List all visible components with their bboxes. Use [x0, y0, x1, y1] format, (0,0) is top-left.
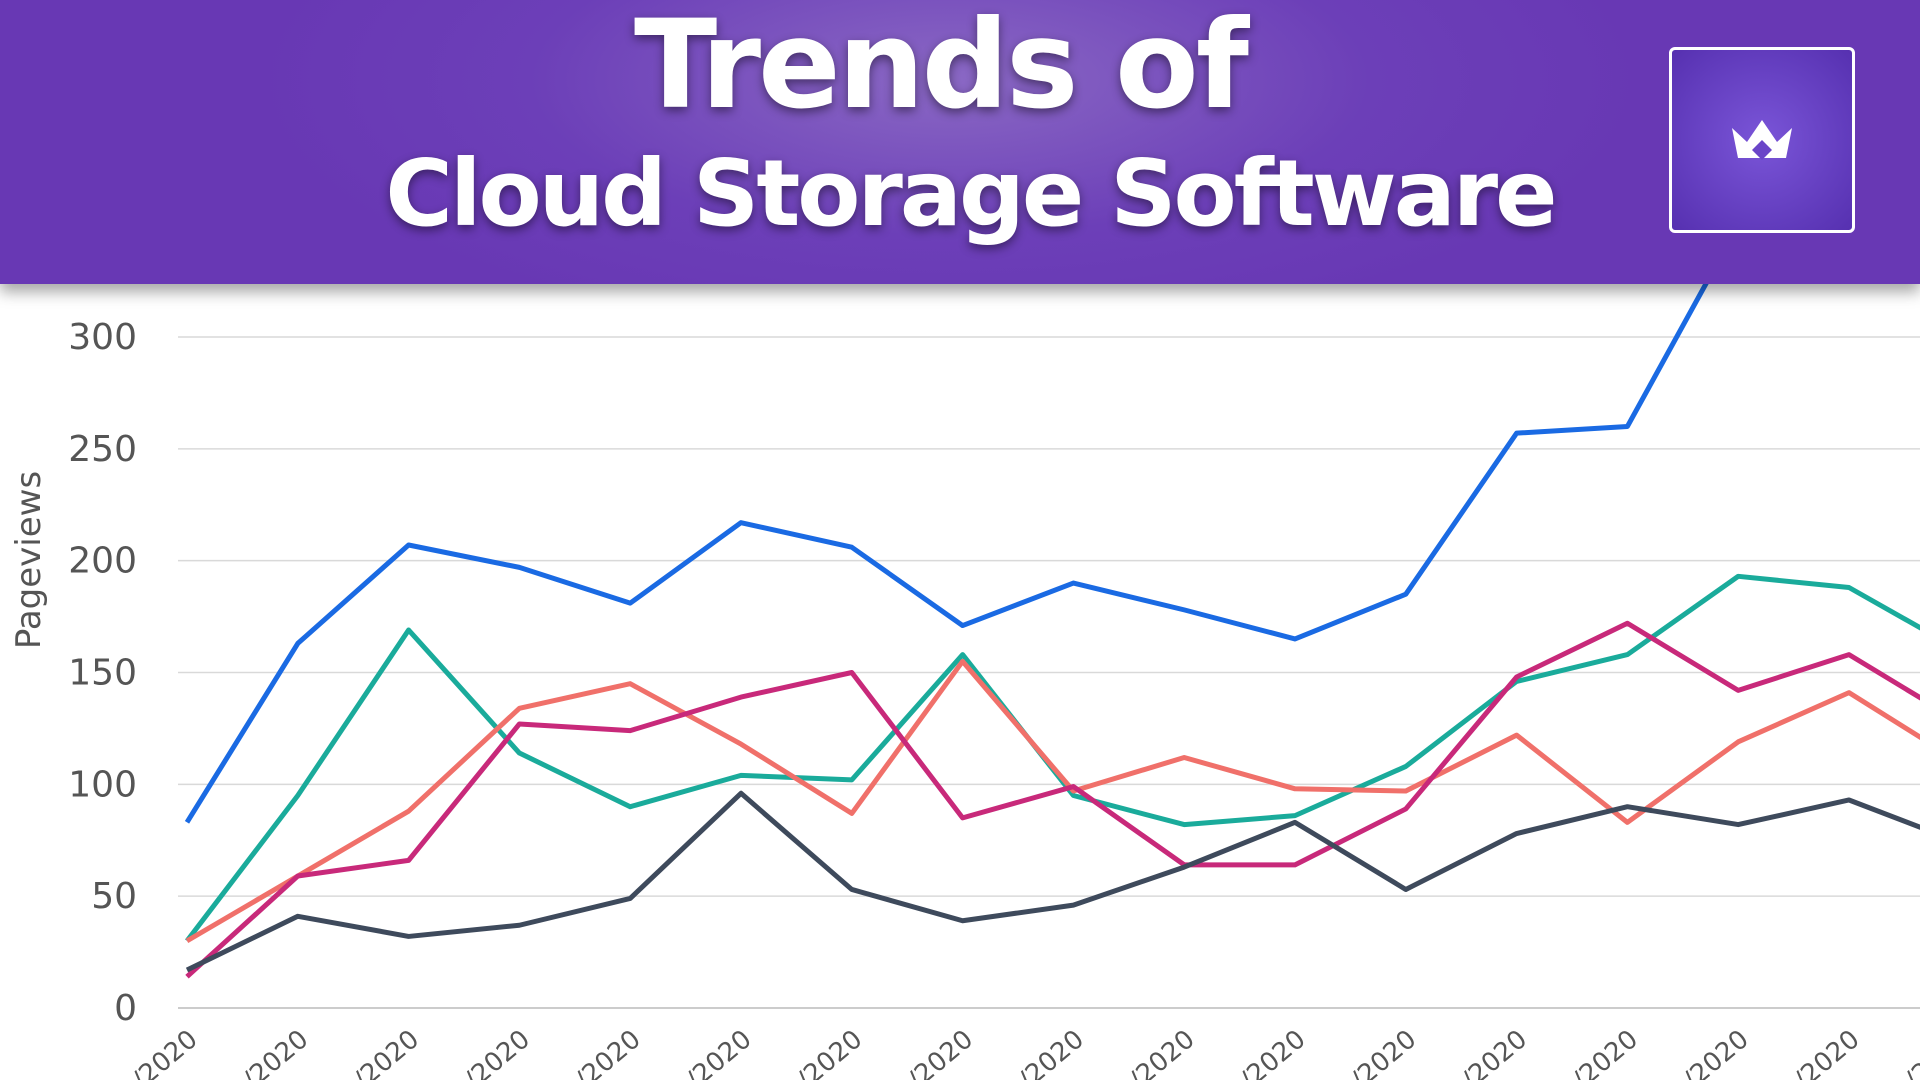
title-line1: Trends of [634, 0, 1249, 136]
x-tick-label: /2020 [1235, 1024, 1312, 1080]
series-line [185, 790, 1920, 973]
x-tick-label: /2020 [792, 1024, 869, 1080]
x-tick-label: /2020 [1900, 1024, 1920, 1080]
x-tick-label: /2020 [1678, 1024, 1755, 1080]
x-tick-label: /2020 [902, 1024, 979, 1080]
series-line [185, 573, 1920, 943]
x-tick-label: /2020 [1567, 1024, 1644, 1080]
crown [1732, 120, 1792, 158]
y-axis-label: Pageviews [9, 471, 49, 649]
y-tick-label: 200 [68, 541, 137, 582]
y-tick-label: 250 [68, 429, 137, 470]
x-tick-label: /2020 [1124, 1024, 1201, 1080]
series-line [185, 620, 1920, 979]
x-tick-label: /2020 [348, 1024, 425, 1080]
series-line [185, 658, 1920, 944]
x-tick-label: /2020 [459, 1024, 536, 1080]
crown-gem [1752, 140, 1772, 160]
logo [1669, 47, 1855, 233]
y-tick-label: 50 [91, 876, 137, 917]
y-tick-label: 0 [114, 988, 137, 1029]
x-tick-label: /2020 [238, 1024, 315, 1080]
logo-icon [1732, 120, 1792, 160]
y-tick-label: 100 [68, 764, 137, 805]
x-tick-label: /2020 [570, 1024, 647, 1080]
x-tick-label: /2020 [127, 1024, 204, 1080]
x-tick-label: /2020 [1346, 1024, 1423, 1080]
x-tick-label: /2020 [1456, 1024, 1533, 1080]
x-tick-label: /2020 [1013, 1024, 1090, 1080]
title-line2: Cloud Storage Software [385, 140, 1557, 247]
y-tick-label: 150 [68, 653, 137, 694]
y-tick-label: 300 [68, 317, 137, 358]
x-tick-label: /2020 [681, 1024, 758, 1080]
header: Trends of Cloud Storage Software [0, 0, 1920, 284]
x-tick-label: /2020 [1789, 1024, 1866, 1080]
series-line [184, 197, 1920, 824]
